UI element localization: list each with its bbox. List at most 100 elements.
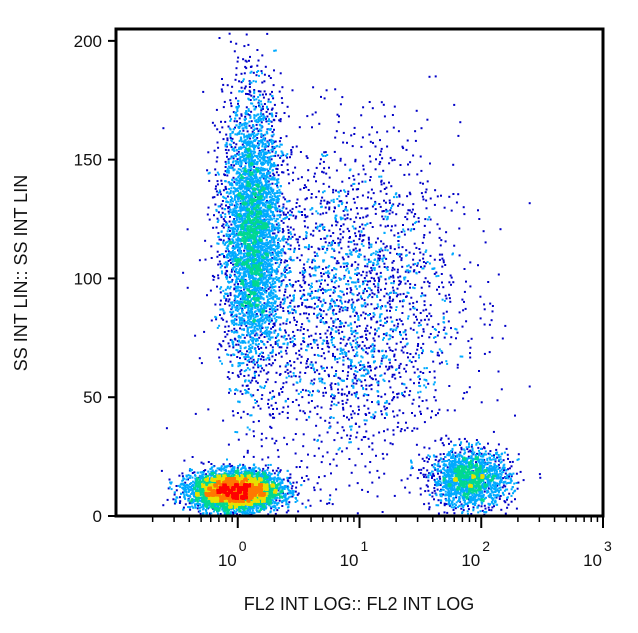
data-point [232, 344, 235, 347]
data-point [368, 293, 371, 296]
data-point [352, 188, 354, 191]
data-point [282, 171, 285, 174]
data-point [236, 340, 239, 343]
data-point [230, 280, 233, 283]
data-point [257, 157, 260, 160]
data-point [314, 361, 317, 364]
data-point [320, 355, 323, 358]
data-point [378, 265, 381, 268]
data-point [286, 153, 289, 156]
data-point [260, 364, 262, 367]
data-point [381, 210, 384, 213]
data-point [227, 125, 230, 128]
data-point [392, 391, 395, 394]
data-point [365, 384, 368, 387]
data-point [309, 275, 312, 278]
data-point [230, 105, 233, 108]
data-point [269, 254, 272, 257]
data-point [421, 267, 424, 270]
data-point [347, 190, 350, 193]
data-point [335, 304, 338, 307]
data-point [317, 305, 319, 308]
data-point [252, 361, 255, 364]
data-point [214, 187, 217, 190]
data-point [401, 246, 404, 249]
data-point [320, 289, 323, 292]
data-point [285, 207, 288, 210]
data-point [234, 178, 237, 181]
data-point [319, 333, 322, 335]
data-point [346, 227, 349, 230]
data-point [204, 239, 207, 242]
data-point [231, 161, 234, 164]
data-point [437, 460, 440, 463]
data-point [257, 366, 260, 369]
data-point [383, 182, 386, 185]
data-point [259, 334, 262, 337]
data-point [424, 490, 427, 493]
data-point [360, 230, 363, 233]
data-point [381, 258, 384, 261]
data-point [512, 492, 514, 495]
data-point [392, 397, 395, 400]
data-point [273, 322, 276, 325]
data-point [290, 487, 293, 490]
data-point [270, 319, 273, 322]
data-point [212, 465, 215, 468]
data-point [266, 332, 269, 335]
data-point [278, 229, 281, 232]
data-point [425, 456, 428, 459]
data-point [312, 86, 315, 89]
data-point [246, 268, 249, 271]
data-point [267, 354, 270, 357]
data-point [263, 387, 266, 389]
data-point [393, 280, 395, 283]
data-point [371, 343, 374, 346]
data-point [375, 263, 378, 266]
data-point [273, 476, 276, 479]
data-point [274, 227, 277, 230]
data-point [349, 441, 352, 444]
data-point [428, 312, 431, 315]
data-point [438, 465, 441, 468]
data-point [268, 258, 271, 261]
data-point [425, 262, 427, 265]
data-point [242, 340, 245, 343]
data-point [254, 323, 257, 326]
data-point [323, 190, 326, 193]
data-point [231, 238, 234, 241]
data-point [276, 195, 279, 198]
data-point [287, 363, 290, 366]
data-point [270, 302, 273, 305]
data-point [352, 239, 355, 242]
data-point [271, 502, 274, 504]
data-point [228, 287, 231, 290]
data-point [263, 317, 266, 320]
data-point [491, 454, 493, 457]
data-point [325, 391, 327, 394]
data-point [341, 236, 344, 239]
data-point [236, 467, 239, 470]
data-point [303, 282, 306, 285]
data-point [402, 351, 405, 354]
data-point [414, 360, 417, 363]
data-point [374, 202, 377, 205]
data-point [279, 365, 282, 368]
data-point [237, 289, 240, 292]
data-point [336, 431, 339, 434]
data-point [379, 161, 382, 163]
data-point [299, 361, 302, 364]
data-point [225, 274, 228, 277]
data-point [379, 153, 382, 156]
data-point [322, 171, 325, 174]
data-point [277, 174, 280, 177]
data-point [270, 274, 273, 277]
data-point [420, 192, 423, 195]
data-point [371, 107, 374, 110]
data-point [408, 173, 411, 176]
data-point [232, 169, 235, 172]
data-point [412, 252, 415, 255]
data-point [270, 238, 273, 241]
data-point [500, 388, 503, 391]
data-point [262, 266, 265, 269]
